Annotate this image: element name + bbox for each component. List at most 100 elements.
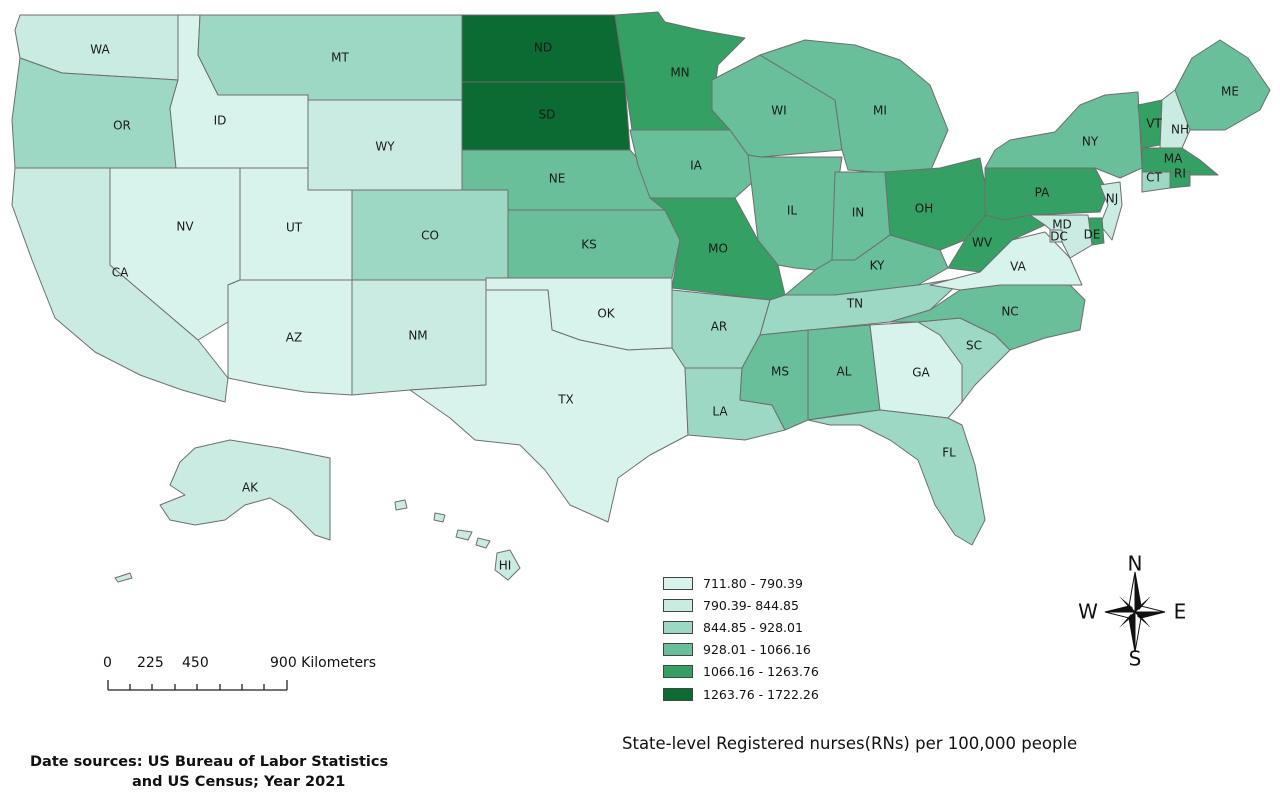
state-label-CT: CT: [1146, 171, 1162, 185]
state-label-NH: NH: [1171, 123, 1189, 137]
state-label-KY: KY: [870, 259, 885, 273]
scale-bar-labels: 0 225 450 900 Kilometers: [100, 655, 420, 677]
compass-n: N: [1128, 552, 1143, 576]
state-label-TN: TN: [846, 297, 863, 311]
legend: 711.80 - 790.39 790.39- 844.85 844.85 - …: [663, 572, 819, 705]
scale-label-225: 225: [137, 655, 164, 671]
legend-row: 928.01 - 1066.16: [663, 639, 819, 661]
state-label-ND: ND: [534, 41, 552, 55]
state-NH[interactable]: [1159, 89, 1191, 149]
state-label-IL: IL: [787, 204, 798, 218]
compass-e: E: [1174, 600, 1187, 624]
legend-row: 711.80 - 790.39: [663, 572, 819, 594]
state-label-WA: WA: [90, 43, 110, 57]
state-label-MO: MO: [708, 242, 728, 256]
state-TN[interactable]: [759, 279, 961, 336]
state-label-AR: AR: [711, 320, 728, 334]
state-label-MN: MN: [670, 66, 689, 80]
state-label-HI: HI: [499, 559, 512, 573]
legend-label: 1066.16 - 1263.76: [703, 664, 819, 680]
state-label-MT: MT: [331, 51, 349, 65]
state-label-PA: PA: [1035, 186, 1050, 200]
state-label-SD: SD: [539, 108, 556, 122]
legend-label: 844.85 - 928.01: [703, 619, 803, 635]
state-ME[interactable]: [1174, 39, 1271, 131]
state-label-VT: VT: [1146, 117, 1162, 131]
state-label-NE: NE: [549, 172, 566, 186]
legend-label: 790.39- 844.85: [703, 597, 799, 613]
legend-label: 1263.76 - 1722.26: [703, 686, 819, 702]
state-label-ME: ME: [1221, 85, 1239, 99]
compass-s: S: [1129, 647, 1142, 671]
state-label-KS: KS: [581, 238, 597, 252]
legend-label: 928.01 - 1066.16: [703, 642, 811, 658]
legend-swatch: [663, 598, 693, 612]
legend-swatch: [663, 665, 693, 679]
state-label-OH: OH: [915, 202, 933, 216]
state-FL[interactable]: [807, 409, 986, 546]
state-label-NJ: NJ: [1106, 192, 1119, 206]
legend-swatch: [663, 576, 693, 590]
state-KS[interactable]: [507, 209, 681, 279]
state-NJ[interactable]: [1099, 181, 1123, 241]
scale-label-0: 0: [103, 655, 112, 671]
state-DC[interactable]: [1049, 229, 1063, 243]
state-label-MD: MD: [1052, 218, 1072, 232]
state-label-WI: WI: [771, 104, 786, 118]
alaska-island: [394, 499, 408, 511]
state-label-TX: TX: [557, 393, 574, 407]
data-source-note: Date sources: US Bureau of Labor Statist…: [30, 752, 450, 792]
state-label-WY: WY: [375, 140, 395, 154]
legend-row: 790.39- 844.85: [663, 594, 819, 616]
legend-swatch: [663, 687, 693, 701]
compass-w: W: [1078, 600, 1098, 624]
state-label-AK: AK: [242, 481, 259, 495]
scale-bar: [107, 680, 288, 691]
state-label-RI: RI: [1174, 167, 1186, 181]
state-label-UT: UT: [286, 221, 303, 235]
state-label-OK: OK: [597, 307, 615, 321]
state-label-LA: LA: [712, 405, 728, 419]
state-label-IN: IN: [852, 206, 865, 220]
state-label-GA: GA: [912, 366, 930, 380]
state-label-AZ: AZ: [286, 331, 302, 345]
state-label-OR: OR: [113, 119, 131, 133]
alaska-island: [114, 572, 133, 583]
north-arrow: N S E W: [1078, 552, 1186, 671]
state-label-NY: NY: [1082, 135, 1099, 149]
state-AK[interactable]: [159, 439, 331, 541]
state-label-NM: NM: [408, 329, 427, 343]
state-NY[interactable]: [984, 91, 1143, 179]
state-labels: WA OR CA ID NV MT WY UT AZ CO NM ND SD N…: [90, 41, 1239, 573]
scale-label-900: 900 Kilometers: [270, 655, 377, 671]
state-label-IA: IA: [690, 159, 703, 173]
legend-swatch: [663, 620, 693, 634]
state-label-AL: AL: [837, 365, 852, 379]
source-line-2: and US Census; Year 2021: [132, 774, 346, 790]
source-line-1: Date sources: US Bureau of Labor Statist…: [30, 754, 389, 770]
legend-row: 1263.76 - 1722.26: [663, 683, 819, 705]
state-label-CO: CO: [421, 229, 439, 243]
hawaii-island-small: [475, 537, 491, 549]
state-HI[interactable]: [494, 549, 521, 581]
state-label-VA: VA: [1010, 260, 1026, 274]
state-label-DE: DE: [1084, 228, 1101, 242]
state-label-CA: CA: [112, 266, 129, 280]
hawaii-island-small: [433, 512, 446, 523]
legend-row: 844.85 - 928.01: [663, 616, 819, 638]
state-label-MI: MI: [873, 104, 887, 118]
state-label-MS: MS: [771, 365, 789, 379]
state-label-ID: ID: [214, 114, 227, 128]
state-label-NC: NC: [1001, 305, 1018, 319]
legend-row: 1066.16 - 1263.76: [663, 661, 819, 683]
state-PA[interactable]: [984, 167, 1109, 221]
state-label-NV: NV: [176, 220, 194, 234]
state-label-DC: DC: [1050, 230, 1068, 244]
state-TX[interactable]: [409, 289, 689, 523]
state-RI[interactable]: [1169, 171, 1191, 189]
legend-label: 711.80 - 790.39: [703, 575, 803, 591]
scale-label-450: 450: [182, 655, 209, 671]
state-MT[interactable]: [197, 14, 463, 101]
map-title: State-level Registered nurses(RNs) per 1…: [622, 734, 1078, 753]
